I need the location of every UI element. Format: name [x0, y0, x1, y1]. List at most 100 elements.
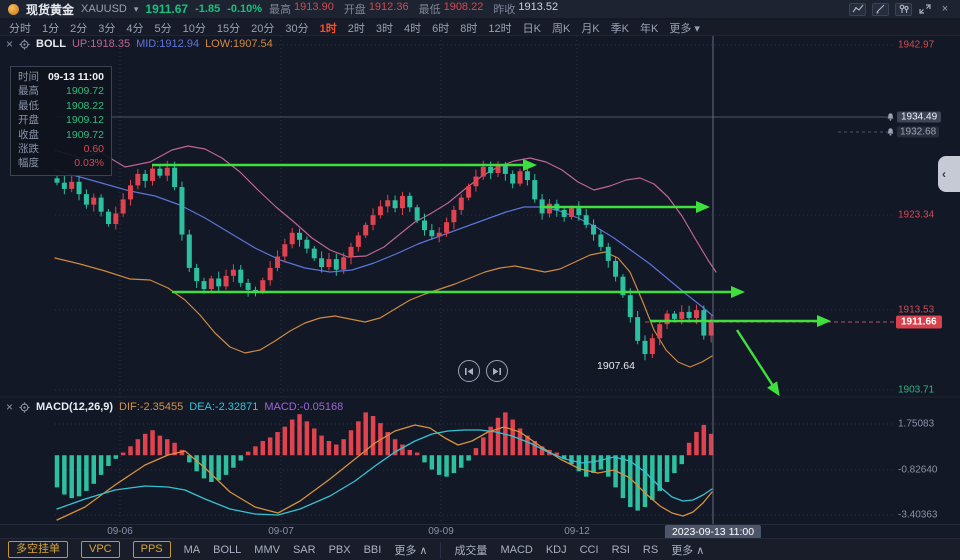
- last-price: 1911.67: [145, 2, 189, 16]
- macd-histogram: [54, 412, 714, 511]
- timeframe-tab-4分[interactable]: 4分: [126, 22, 144, 35]
- timeframe-tab-30分[interactable]: 30分: [285, 22, 309, 35]
- indicator-BBI[interactable]: BBI: [363, 543, 382, 556]
- timeframe-tab-10分[interactable]: 10分: [182, 22, 206, 35]
- tooltip-row: 最高 1909.72: [18, 84, 104, 98]
- date-label: 09-09: [428, 526, 454, 537]
- boll-mid-value: MID:1912.94: [136, 38, 200, 50]
- timeframe-tab-2时[interactable]: 2时: [347, 22, 365, 35]
- draw-pencil-icon[interactable]: [872, 2, 889, 16]
- timeframe-tab-15分[interactable]: 15分: [216, 22, 241, 35]
- timeframe-tab-日K[interactable]: 日K: [522, 22, 541, 35]
- timeframe-tab-8时[interactable]: 8时: [460, 22, 478, 35]
- indicator-settings-icon[interactable]: [19, 401, 30, 413]
- stat-label: 最低: [418, 4, 441, 16]
- timeframe-tab-3时[interactable]: 3时: [375, 22, 393, 35]
- timeframe-tab-20分[interactable]: 20分: [251, 22, 275, 35]
- timeframe-tab-1分[interactable]: 1分: [42, 22, 60, 35]
- timeframe-tab-月K[interactable]: 月K: [581, 22, 600, 35]
- tooltip-label: 最低: [18, 99, 39, 112]
- stat-label: 开盘: [343, 4, 366, 16]
- bell-icon: [887, 113, 894, 121]
- price-axis-label: 1923.34: [898, 209, 935, 221]
- order-button-PPS[interactable]: PPS: [132, 541, 171, 558]
- price-axis-label: 1903.71: [898, 384, 935, 396]
- chart-tool-icons: ×: [849, 2, 952, 16]
- tooltip-label: 收盘: [18, 128, 39, 141]
- expand-icon[interactable]: [918, 3, 932, 16]
- timeframe-tab-2分[interactable]: 2分: [70, 22, 88, 35]
- timeframe-tabs: 分时 1分 2分 3分 4分 5分 10分 15分 20分 30分 1时 2时 3时 4时 6时 8时 12时日…: [0, 20, 960, 36]
- trend-tool-icon[interactable]: [849, 2, 866, 16]
- more-sub-indicators[interactable]: 更多 ∧: [671, 544, 705, 557]
- chevron-down-icon[interactable]: ▾: [133, 3, 139, 14]
- timeframe-tab-5分[interactable]: 5分: [154, 22, 172, 35]
- tooltip-label: 最高: [18, 85, 39, 98]
- indicator-settings-icon[interactable]: [19, 38, 30, 50]
- boll-name: BOLL: [36, 38, 66, 50]
- indicator-MA[interactable]: MA: [183, 543, 201, 556]
- indicator-RS[interactable]: RS: [642, 543, 659, 556]
- order-button-多空挂单[interactable]: 多空挂单: [8, 541, 68, 558]
- stat-label: 最高: [269, 4, 292, 16]
- indicator-成交量[interactable]: 成交量: [454, 544, 488, 557]
- indicator-CCI[interactable]: CCI: [579, 543, 599, 556]
- timeframe-tab-12时[interactable]: 12时: [488, 22, 512, 35]
- close-icon[interactable]: ×: [941, 3, 949, 15]
- price-alert[interactable]: 1932.68: [886, 126, 940, 138]
- macd-name: MACD(12,26,9): [36, 401, 114, 413]
- skip-to-end-button[interactable]: [486, 360, 508, 382]
- tooltip-row: 幅度 0.03%: [18, 156, 104, 170]
- tooltip-value: 1909.72: [66, 128, 104, 141]
- candlestick-layer: [54, 160, 714, 361]
- marker-pin-icon[interactable]: [895, 2, 912, 16]
- indicator-SAR[interactable]: SAR: [292, 543, 316, 556]
- current-price-badge: 1911.66: [896, 315, 942, 329]
- gridlines: [0, 36, 960, 524]
- stat-label: 昨收: [493, 4, 516, 16]
- tooltip-label: 幅度: [18, 157, 39, 170]
- indicator-MMV[interactable]: MMV: [254, 543, 280, 556]
- tooltip-row: 开盘 1909.12: [18, 113, 104, 127]
- macd-dea-value: DEA:-2.32871: [189, 401, 259, 413]
- bell-icon: [887, 128, 894, 136]
- timeframe-tab-1时[interactable]: 1时: [319, 22, 337, 35]
- order-button-VPC[interactable]: VPC: [81, 541, 120, 558]
- macd-axis-label: -0.82640: [898, 464, 938, 476]
- macd-axis-label: -3.40363: [898, 509, 938, 521]
- stat-value: 1913.90: [294, 1, 334, 13]
- timeframe-tab-6时[interactable]: 6时: [432, 22, 450, 35]
- chevron-left-icon: ‹: [942, 167, 946, 181]
- remove-indicator-icon[interactable]: ×: [6, 400, 14, 414]
- ohlc-stat: 最高 1913.90: [269, 1, 334, 17]
- macd-dif-value: DIF:-2.35455: [119, 401, 184, 413]
- ohlc-stat: 昨收 1913.52: [493, 1, 558, 17]
- timeframe-tab-季K[interactable]: 季K: [610, 22, 629, 35]
- timeframe-more-menu[interactable]: 更多 ▾: [669, 22, 700, 35]
- tooltip-row: 涨跌 0.60: [18, 142, 104, 156]
- indicator-BOLL[interactable]: BOLL: [213, 543, 242, 556]
- timeframe-tab-4时[interactable]: 4时: [404, 22, 422, 35]
- price-alert[interactable]: 1934.49: [886, 111, 942, 123]
- tooltip-value: 1908.22: [66, 99, 104, 112]
- boll-up-value: UP:1918.35: [71, 38, 131, 50]
- skip-to-start-button[interactable]: [458, 360, 480, 382]
- boll-indicator-row: × BOLL UP:1918.35 MID:1912.94 LOW:1907.5…: [6, 38, 273, 50]
- timeframe-tab-周K[interactable]: 周K: [551, 22, 571, 35]
- tooltip-value: 0.60: [83, 143, 104, 156]
- indicator-MACD[interactable]: MACD: [500, 543, 533, 556]
- low-point-label: 1907.64: [597, 360, 635, 372]
- sub-indicator-group: 成交量 MACD KDJ CCI RSI RS 更多 ∧: [440, 541, 705, 558]
- timeframe-tab-3分[interactable]: 3分: [98, 22, 116, 35]
- indicator-PBX[interactable]: PBX: [328, 543, 351, 556]
- more-main-indicators[interactable]: 更多 ∧: [394, 544, 428, 557]
- timeframe-tab-分时[interactable]: 分时: [9, 22, 31, 35]
- ohlc-stats: 最高 1913.90 开盘 1912.36 最低 1908.22 昨收 1913.52: [269, 1, 558, 17]
- remove-indicator-icon[interactable]: ×: [6, 37, 14, 51]
- indicator-KDJ[interactable]: KDJ: [545, 543, 567, 556]
- panel-expand-handle[interactable]: ‹: [938, 156, 960, 192]
- tooltip-value: 0.03%: [74, 157, 104, 170]
- timeframe-tab-年K[interactable]: 年K: [640, 22, 659, 35]
- indicator-RSI[interactable]: RSI: [611, 543, 630, 556]
